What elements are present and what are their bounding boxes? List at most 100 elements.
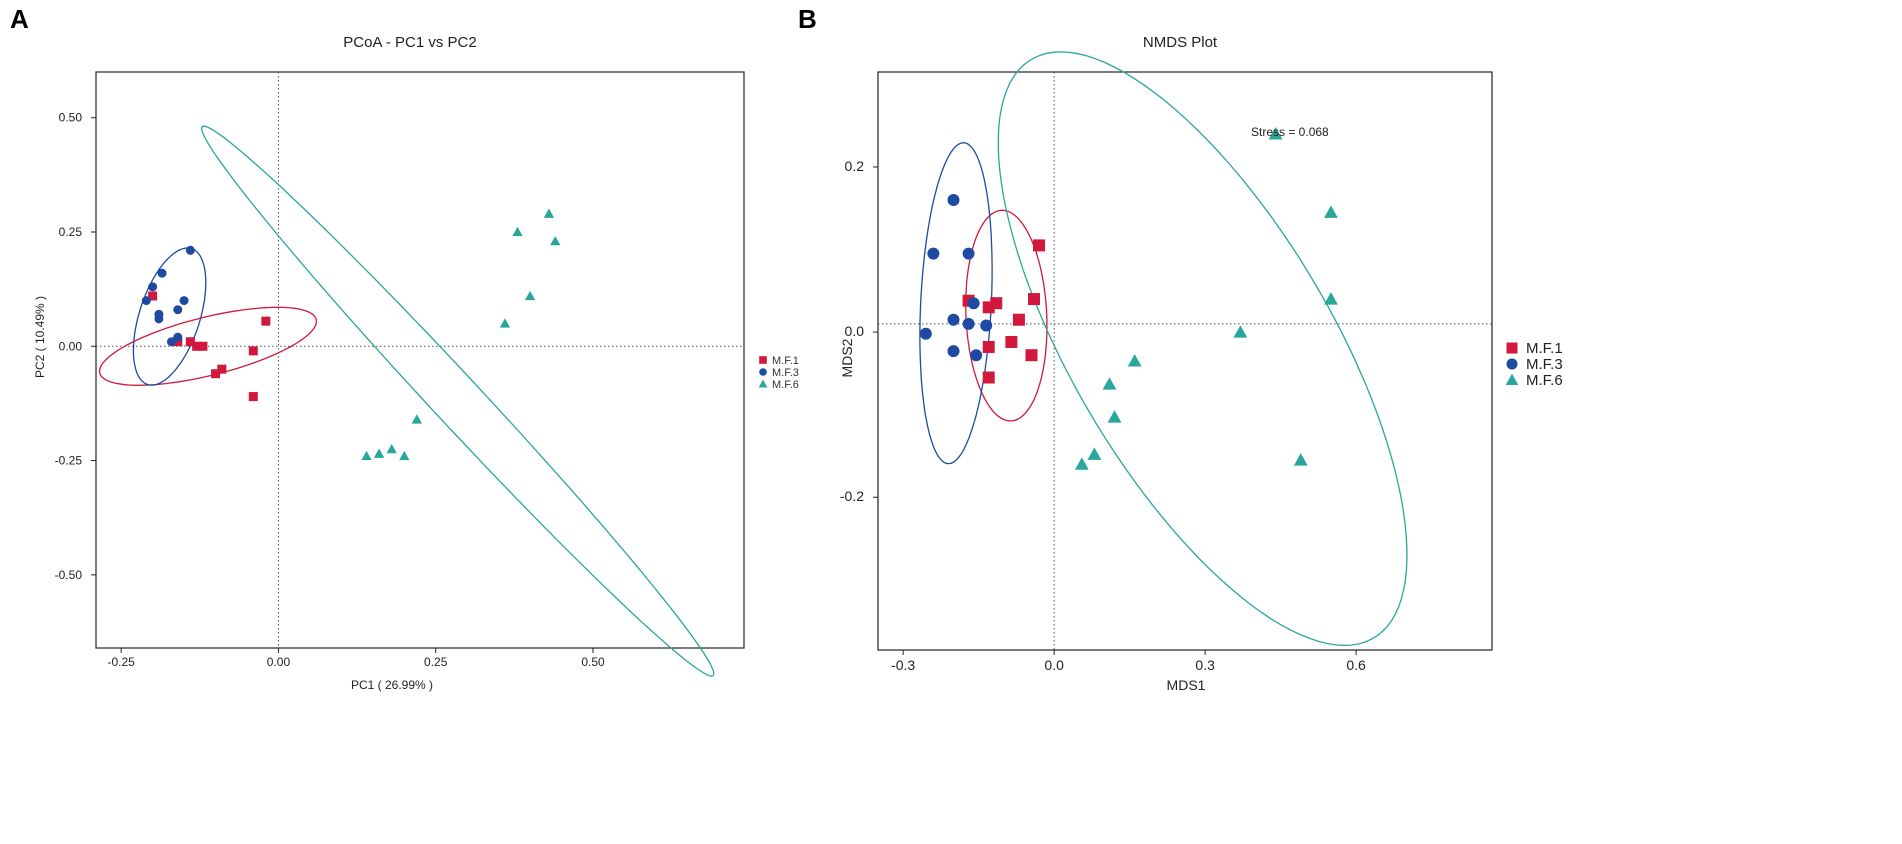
data-point-m-f-1: [982, 340, 995, 353]
plot-frame: [95, 71, 745, 649]
confidence-ellipse-m-f-6: [201, 125, 715, 677]
data-point-m-f-1: [248, 346, 258, 356]
data-point-m-f-6: [1268, 127, 1283, 140]
data-point-m-f-1: [185, 337, 195, 347]
data-point-m-f-3: [154, 309, 164, 319]
data-point-m-f-3: [141, 296, 151, 306]
data-point-m-f-6: [543, 208, 555, 218]
data-point-m-f-3: [157, 268, 167, 278]
y-tick-label: 0.00: [59, 339, 83, 353]
data-point-m-f-6: [373, 448, 385, 458]
data-point-m-f-6: [524, 290, 536, 301]
panel-letter-b: B: [798, 4, 817, 34]
x-axis-label: MDS1: [1167, 677, 1206, 693]
data-point-m-f-3: [962, 317, 975, 330]
y-tick-label: -0.25: [55, 454, 83, 468]
x-tick-label: 0.25: [424, 655, 448, 669]
x-tick-label: 0.0: [1044, 657, 1064, 673]
data-point-m-f-1: [148, 291, 158, 301]
data-point-m-f-6: [1102, 377, 1117, 390]
data-point-m-f-3: [947, 313, 960, 326]
x-tick-label: 0.00: [267, 655, 291, 669]
data-point-m-f-6: [499, 318, 511, 328]
data-point-m-f-1: [1033, 239, 1046, 252]
y-tick-label: 0.50: [59, 111, 83, 125]
x-tick-label: 0.3: [1195, 657, 1215, 673]
data-point-m-f-6: [1324, 292, 1338, 305]
y-tick-label: 0.2: [845, 158, 865, 174]
data-point-m-f-1: [990, 297, 1003, 310]
data-point-m-f-1: [1028, 293, 1041, 306]
data-point-m-f-6: [512, 226, 523, 237]
legend-marker-m-f-1: [1506, 342, 1518, 354]
legend-label-m-f-3: M.F.3: [772, 367, 799, 379]
data-point-m-f-1: [1025, 349, 1038, 362]
data-point-m-f-3: [179, 296, 189, 306]
legend-label-m-f-3: M.F.3: [1526, 356, 1563, 373]
pcoa-chart: -0.25 0.00 0.25 0.50 0.50 0.25 0.00 -0.25 -0.50 P…: [33, 34, 799, 692]
x-tick-label: -0.25: [107, 655, 135, 669]
data-point-m-f-1: [1005, 336, 1018, 349]
data-point-m-f-3: [173, 305, 183, 315]
confidence-ellipse-m-f-6: [997, 51, 1408, 647]
data-point-m-f-3: [962, 247, 975, 260]
legend-label-m-f-6: M.F.6: [1526, 372, 1563, 389]
chart-title: NMDS Plot: [1143, 34, 1218, 51]
data-point-m-f-3: [967, 297, 980, 310]
x-tick-label: 0.6: [1346, 657, 1366, 673]
plot-frame: [877, 71, 1493, 651]
data-point-m-f-6: [399, 450, 410, 461]
data-point-m-f-1: [1012, 313, 1025, 326]
data-point-m-f-3: [173, 332, 183, 342]
panel-letter-a: A: [10, 4, 29, 34]
data-point-m-f-3: [970, 349, 983, 362]
y-tick-label: 0.0: [845, 323, 865, 339]
y-tick-label: -0.50: [55, 568, 83, 582]
confidence-ellipse-m-f-3: [132, 247, 207, 386]
legend-label-m-f-6: M.F.6: [772, 379, 799, 391]
data-point-m-f-6: [1127, 354, 1142, 367]
nmds-chart: -0.3 0.0 0.3 0.6 0.2 0.0 -0.2 NMDS Plot MDS1 MDS2…: [839, 34, 1563, 693]
data-point-m-f-1: [192, 341, 202, 351]
legend-marker-m-f-3: [759, 368, 767, 376]
confidence-ellipse-m-f-1: [98, 306, 318, 386]
data-point-m-f-6: [386, 443, 397, 454]
data-point-m-f-1: [211, 369, 221, 379]
data-point-m-f-6: [1324, 205, 1338, 218]
data-point-m-f-1: [982, 371, 995, 384]
data-point-m-f-1: [198, 341, 208, 351]
data-point-m-f-6: [1293, 453, 1308, 466]
data-point-m-f-6: [361, 450, 372, 461]
legend-marker-m-f-3: [1506, 358, 1518, 370]
data-point-m-f-3: [166, 337, 176, 347]
data-point-m-f-1: [261, 316, 271, 326]
data-point-m-f-3: [148, 282, 158, 292]
legend-label-m-f-1: M.F.1: [772, 355, 799, 367]
x-tick-label: 0.50: [581, 655, 605, 669]
data-point-m-f-3: [185, 245, 195, 255]
x-tick-label: -0.3: [891, 657, 915, 673]
data-point-m-f-6: [1233, 325, 1248, 338]
data-point-m-f-1: [217, 364, 227, 374]
y-axis-label: PC2 ( 10.49% ): [33, 296, 47, 378]
legend-marker-m-f-6: [758, 379, 768, 388]
data-point-m-f-3: [927, 247, 940, 260]
data-point-m-f-6: [1107, 410, 1122, 423]
y-tick-label: 0.25: [59, 225, 83, 239]
legend-label-m-f-1: M.F.1: [1526, 340, 1563, 357]
legend-marker-m-f-1: [759, 356, 767, 364]
confidence-ellipse-m-f-3: [919, 142, 993, 465]
data-point-m-f-6: [1087, 447, 1102, 460]
y-tick-label: -0.2: [840, 488, 864, 504]
data-point-m-f-6: [1074, 457, 1089, 470]
data-point-m-f-1: [248, 392, 258, 402]
data-point-m-f-3: [947, 193, 960, 206]
confidence-ellipse-m-f-1: [965, 209, 1048, 422]
data-point-m-f-6: [411, 414, 423, 424]
x-axis-label: PC1 ( 26.99% ): [351, 678, 433, 692]
data-point-m-f-3: [919, 327, 932, 340]
legend-marker-m-f-6: [1505, 373, 1519, 386]
data-point-m-f-3: [947, 345, 960, 358]
data-point-m-f-6: [550, 235, 561, 246]
